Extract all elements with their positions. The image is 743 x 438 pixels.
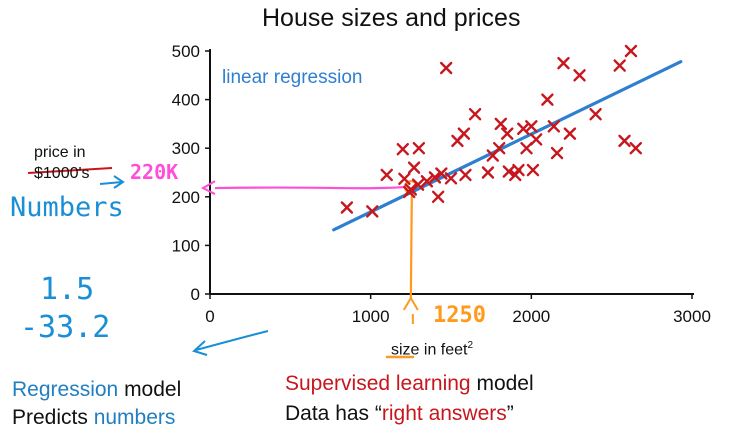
price-guide-line — [214, 185, 405, 190]
y-tick-label: 0 — [191, 285, 200, 304]
x-axis-label-superscript: 2 — [467, 340, 474, 351]
predicts-word: Predicts — [12, 406, 94, 429]
data-point — [366, 205, 379, 218]
data-point — [547, 120, 561, 133]
data-point — [557, 56, 570, 70]
y-tick-label: 400 — [172, 91, 200, 110]
data-point — [541, 93, 554, 106]
x-tick-label: 0 — [205, 307, 214, 326]
chart-axes — [209, 49, 694, 295]
data-point — [435, 167, 448, 180]
data-point — [512, 163, 525, 177]
size-guide-line — [409, 195, 413, 299]
x-axis-label-text: size in feet — [391, 341, 468, 359]
right-answers-word: right answers — [381, 402, 507, 425]
supervised-learning-text: Supervised learning model — [285, 372, 534, 396]
size-guide-arrow — [402, 296, 419, 311]
regression-model-text: Regression model — [12, 378, 181, 402]
x-axis-label: size in feet2 — [391, 340, 473, 359]
data-point — [404, 183, 418, 196]
price-guide-arrow — [200, 180, 216, 195]
x-tick-label: 2000 — [512, 307, 550, 326]
data-point — [420, 175, 434, 188]
supervised-word: Supervised learning — [285, 372, 471, 395]
data-point — [629, 142, 642, 155]
data-point — [396, 142, 409, 156]
numbers-note: Numbers — [10, 192, 124, 223]
value-b-note: -33.2 — [20, 310, 111, 345]
data-point — [563, 127, 577, 140]
data-point — [589, 107, 602, 121]
data-point — [502, 165, 516, 178]
data-point — [411, 178, 425, 191]
value-a-note: 1.5 — [40, 272, 95, 307]
data-has-word: Data has “ — [285, 402, 382, 425]
data-point — [444, 172, 458, 185]
predicts-numbers-text: Predicts numbers — [12, 406, 175, 430]
chart-title: House sizes and prices — [262, 4, 521, 32]
data-point — [457, 127, 471, 140]
data-point — [573, 69, 586, 82]
predicted-price-note: 220K — [130, 160, 179, 184]
y-tick-label: 500 — [172, 42, 200, 61]
data-point — [398, 172, 411, 186]
data-point — [431, 190, 445, 203]
regression-line — [332, 60, 683, 232]
data-point — [459, 168, 472, 182]
data-point — [407, 161, 421, 174]
y-tick-label: 100 — [172, 236, 200, 255]
data-point — [481, 166, 495, 179]
x-tick-label: 1000 — [352, 307, 390, 326]
y-axis-label-line1: price in — [34, 144, 86, 161]
regression-rest: model — [118, 378, 182, 401]
data-point — [529, 133, 543, 146]
annotation-guides — [200, 180, 419, 324]
right-answers-text: Data has “right answers” — [285, 402, 514, 426]
data-point — [550, 146, 564, 160]
data-point — [380, 168, 393, 182]
pen-annotations — [27, 167, 414, 359]
input-size-note: 1250 — [433, 303, 486, 328]
data-point — [618, 134, 631, 148]
data-point — [624, 44, 638, 58]
data-point — [493, 142, 506, 155]
y-tick-label: 200 — [172, 188, 200, 207]
numbers-word: numbers — [93, 406, 176, 429]
chart-ticks: 0 1000 2000 3000 0 100 200 300 400 500 — [172, 42, 711, 326]
close-quote: ” — [506, 402, 514, 425]
chart-marks — [332, 44, 683, 232]
y-tick-label: 300 — [172, 139, 200, 158]
underline-stroke — [27, 167, 113, 174]
data-point — [468, 107, 482, 121]
data-point — [439, 61, 453, 75]
data-point — [428, 171, 442, 184]
numbers-arrow — [99, 175, 125, 189]
supervised-rest: model — [470, 372, 534, 395]
values-arrow — [192, 330, 269, 356]
data-point — [340, 201, 354, 214]
data-point — [494, 117, 508, 131]
series-label-linear-regression: linear regression — [222, 67, 363, 88]
regression-word: Regression — [12, 378, 119, 401]
data-point — [526, 163, 540, 177]
y-axis-label-line2: $1000's — [34, 165, 90, 182]
x-tick-label: 3000 — [673, 307, 711, 326]
data-point — [501, 127, 514, 140]
data-point — [412, 142, 426, 155]
data-point — [525, 120, 538, 133]
data-point — [613, 59, 626, 72]
data-point — [520, 142, 533, 155]
